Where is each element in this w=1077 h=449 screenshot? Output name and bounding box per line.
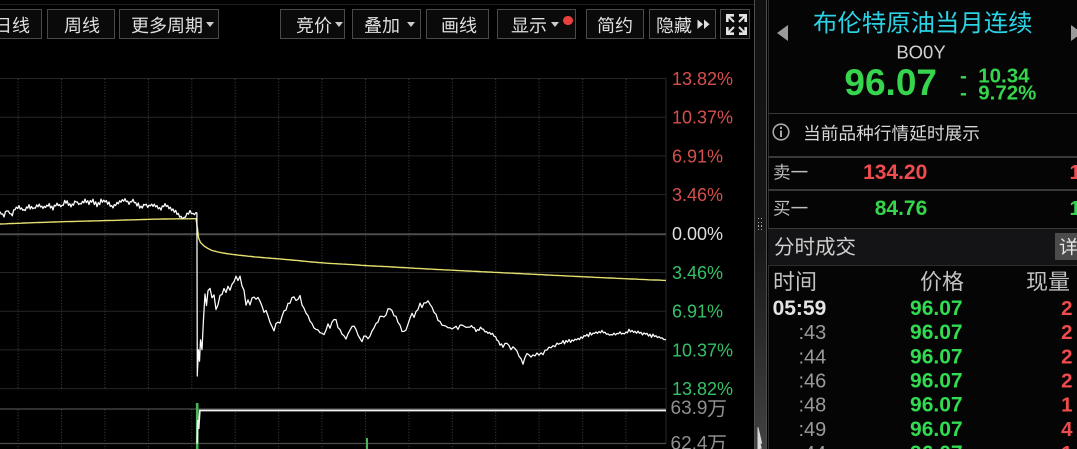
svg-text:3.46%: 3.46% [672, 185, 723, 205]
svg-text:2: 2 [1061, 370, 1072, 393]
svg-text:62.4: 62.4 [671, 433, 708, 449]
svg-text:96.07: 96.07 [910, 297, 963, 320]
svg-text::44: :44 [798, 346, 826, 368]
svg-text:4: 4 [1061, 418, 1073, 441]
svg-text:05:59: 05:59 [773, 297, 827, 320]
svg-text:96.07: 96.07 [910, 345, 963, 368]
svg-text:2: 2 [1061, 345, 1072, 368]
svg-text::48: :48 [798, 395, 826, 417]
svg-text:13.82%: 13.82% [672, 379, 733, 399]
svg-text::44: :44 [798, 443, 826, 449]
svg-text:BO0Y: BO0Y [896, 42, 945, 63]
svg-text:2: 2 [1061, 297, 1072, 320]
svg-text:96.07: 96.07 [844, 62, 937, 103]
svg-text:1: 1 [1070, 197, 1077, 220]
svg-text:96.07: 96.07 [910, 321, 963, 344]
svg-text:13.82%: 13.82% [672, 69, 733, 89]
svg-text:134.20: 134.20 [863, 161, 927, 184]
svg-text::49: :49 [798, 419, 826, 441]
svg-text:3.46%: 3.46% [672, 263, 723, 283]
svg-text:- 10.34: - 10.34 [960, 65, 1030, 88]
svg-text:84.76: 84.76 [875, 197, 928, 220]
svg-text:2: 2 [1061, 321, 1072, 344]
svg-text::46: :46 [798, 371, 826, 393]
svg-text:96.07: 96.07 [910, 394, 963, 417]
svg-text:6.91%: 6.91% [672, 146, 723, 166]
svg-text::43: :43 [798, 322, 826, 344]
svg-text:96.07: 96.07 [910, 418, 963, 441]
svg-text:10.37%: 10.37% [672, 340, 733, 360]
svg-text:6.91%: 6.91% [672, 302, 723, 322]
svg-text:63.9: 63.9 [671, 398, 708, 419]
svg-text:- 9.72%: - 9.72% [960, 82, 1036, 105]
svg-text:1: 1 [1070, 161, 1077, 184]
svg-text:1: 1 [1061, 394, 1072, 417]
svg-text:10.37%: 10.37% [672, 108, 733, 128]
svg-text:1: 1 [1061, 442, 1072, 449]
svg-text:0.00%: 0.00% [672, 224, 723, 244]
svg-text:96.07: 96.07 [910, 442, 963, 449]
svg-text:96.07: 96.07 [910, 370, 963, 393]
